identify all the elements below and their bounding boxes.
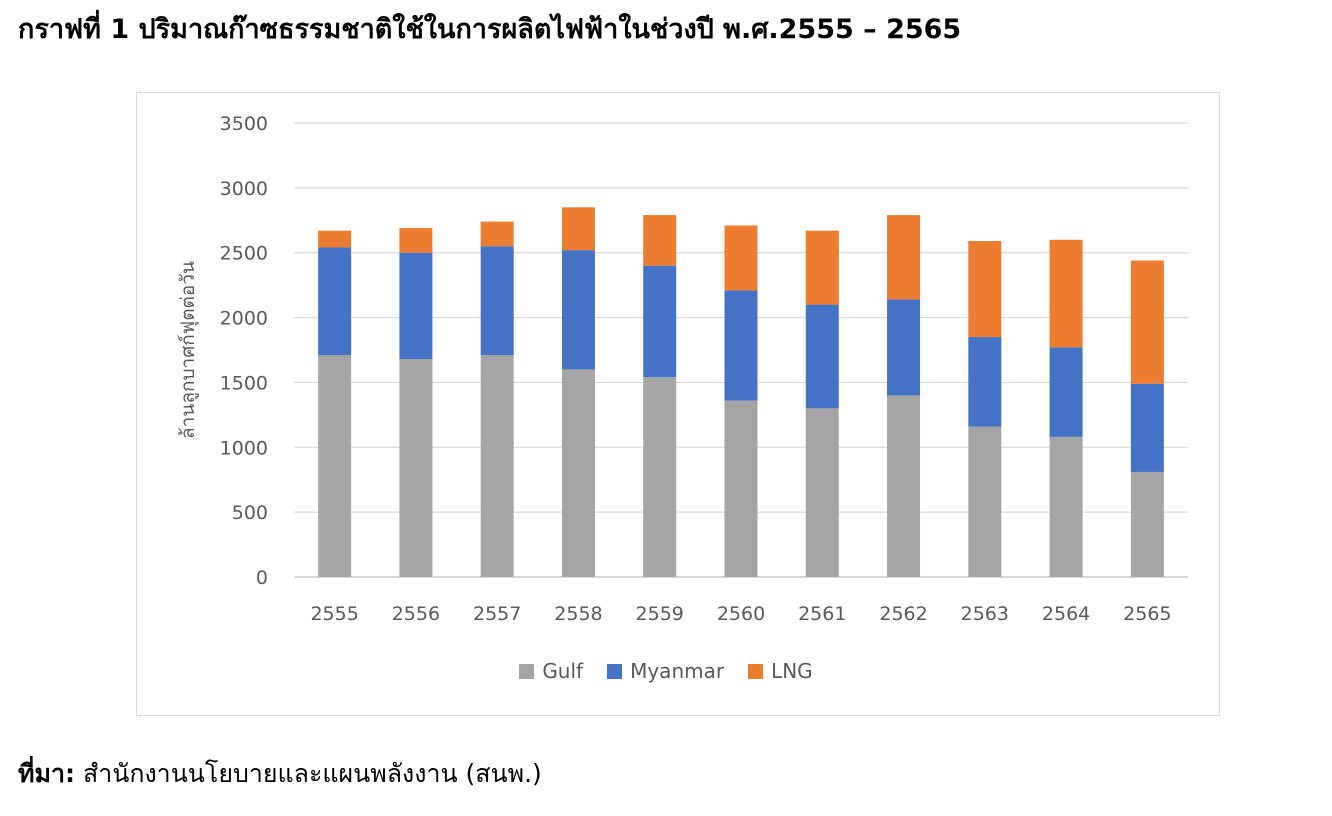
bar-segment-myanmar-2557: [480, 246, 514, 356]
bar-segment-myanmar-2565: [1130, 383, 1164, 472]
bar-segment-gulf-2564: [1049, 436, 1083, 577]
legend-swatch: [607, 663, 623, 679]
bar-segment-myanmar-2555: [318, 247, 352, 356]
x-tick-labels: 2555 2556 2557 2558 2559 2560 2561 2562 2563 2564…: [310, 603, 1171, 625]
y-tick-label: 500: [232, 502, 268, 524]
bar-segment-gulf-2561: [805, 408, 839, 577]
x-tick-label: 2562: [879, 603, 927, 625]
legend-item-lng: LNG: [748, 659, 813, 683]
x-tick-label: 2558: [554, 603, 602, 625]
x-tick-label: 2556: [392, 603, 440, 625]
x-tick-label: 2555: [310, 603, 358, 625]
legend-label: LNG: [771, 659, 813, 683]
legend-swatch: [519, 663, 535, 679]
bar-segment-lng-2561: [805, 230, 839, 305]
bar-segment-gulf-2556: [399, 359, 433, 577]
source-line: ที่มา: สำนักงานนโยบายและแผนพลังงาน (สนพ.…: [18, 754, 542, 794]
y-tick-labels: 0 500 1000 1500 2000 2500 3000 3500: [220, 113, 268, 589]
bar-segment-lng-2562: [887, 215, 921, 300]
legend-swatch: [748, 663, 764, 679]
page-title: กราฟที่ 1 ปริมาณก๊าซธรรมชาติใช้ในการผลิต…: [18, 14, 962, 45]
bar-segment-lng-2558: [561, 207, 595, 251]
bar-segment-myanmar-2558: [561, 250, 595, 370]
bar-segment-gulf-2555: [318, 355, 352, 577]
bar-segment-gulf-2565: [1130, 471, 1164, 577]
y-tick-label: 3500: [220, 113, 268, 135]
legend-label: Gulf: [542, 659, 584, 683]
bar-segment-lng-2564: [1049, 239, 1083, 348]
x-tick-label: 2561: [798, 603, 846, 625]
bar-segment-lng-2560: [724, 225, 758, 291]
y-tick-label: 2000: [220, 308, 268, 330]
bar-segment-myanmar-2559: [643, 265, 677, 378]
legend-item-myanmar: Myanmar: [607, 659, 724, 683]
x-tick-label: 2560: [717, 603, 765, 625]
y-tick-label: 0: [256, 567, 268, 589]
bar-segment-myanmar-2556: [399, 252, 433, 360]
bar-segment-myanmar-2563: [968, 337, 1002, 427]
source-label: ที่มา:: [18, 759, 75, 788]
bar-segment-gulf-2557: [480, 355, 514, 577]
bar-segment-myanmar-2562: [887, 299, 921, 396]
bar-segment-gulf-2560: [724, 400, 758, 577]
bars: [318, 207, 1164, 577]
x-tick-label: 2565: [1123, 603, 1171, 625]
bar-segment-lng-2559: [643, 215, 677, 266]
y-tick-label: 2500: [220, 243, 268, 265]
y-tick-label: 3000: [220, 178, 268, 200]
legend: Gulf Myanmar LNG: [0, 656, 1332, 686]
bar-segment-lng-2565: [1130, 260, 1164, 384]
bar-segment-myanmar-2561: [805, 304, 839, 409]
bar-segment-gulf-2559: [643, 377, 677, 577]
bar-segment-lng-2556: [399, 228, 433, 253]
bar-segment-gulf-2558: [561, 369, 595, 577]
x-tick-label: 2559: [636, 603, 684, 625]
bar-segment-gulf-2563: [968, 426, 1002, 577]
x-tick-label: 2564: [1042, 603, 1090, 625]
bar-segment-myanmar-2564: [1049, 347, 1083, 437]
bar-segment-gulf-2562: [887, 395, 921, 577]
bar-segment-myanmar-2560: [724, 290, 758, 401]
source-text: สำนักงานนโยบายและแผนพลังงาน (สนพ.): [75, 759, 542, 788]
legend-label: Myanmar: [630, 659, 725, 683]
y-axis-title: ล้านลูกบาศก์ฟุตต่อวัน: [177, 261, 199, 439]
legend-item-gulf: Gulf: [519, 659, 583, 683]
bar-segment-lng-2557: [480, 221, 514, 247]
chart-frame: [136, 92, 1220, 716]
y-tick-label: 1500: [220, 372, 268, 394]
bar-segment-lng-2563: [968, 241, 1002, 338]
bar-segment-lng-2555: [318, 230, 352, 248]
y-tick-label: 1000: [220, 437, 268, 459]
x-tick-label: 2563: [961, 603, 1009, 625]
x-tick-label: 2557: [473, 603, 521, 625]
